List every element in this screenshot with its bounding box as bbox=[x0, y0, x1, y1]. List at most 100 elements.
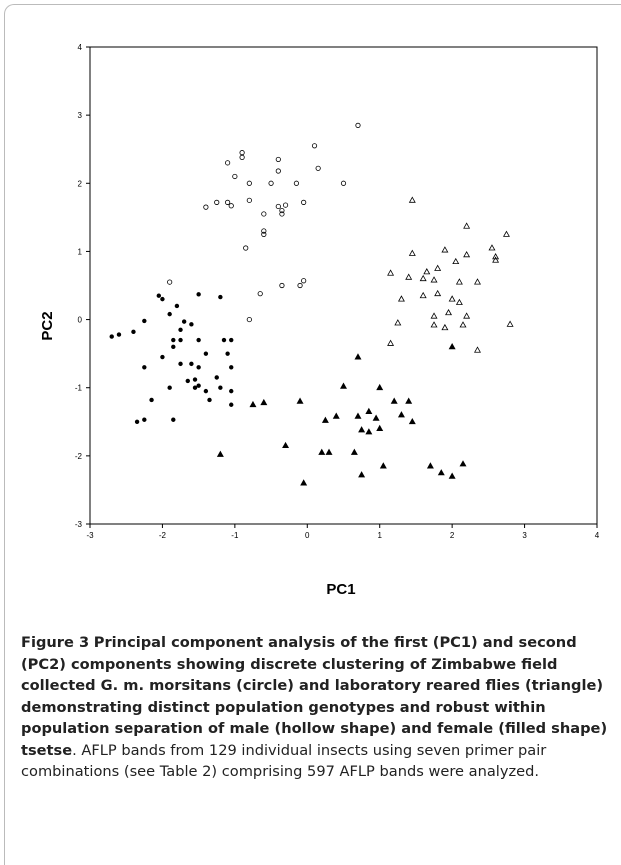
point bbox=[239, 154, 245, 160]
chart: PC1 PC2 -3 -2 -1 0 1 2 3 4 -3 -2 -1 0 1 2 3 4 bbox=[39, 43, 600, 598]
point bbox=[372, 414, 380, 421]
point bbox=[189, 322, 194, 327]
point bbox=[419, 291, 427, 299]
point bbox=[293, 180, 300, 186]
point bbox=[196, 292, 201, 297]
point bbox=[474, 346, 481, 353]
figure-frame bbox=[4, 4, 621, 865]
point bbox=[488, 244, 496, 251]
point bbox=[225, 351, 230, 356]
point bbox=[156, 293, 162, 298]
point bbox=[463, 312, 471, 319]
point bbox=[297, 282, 303, 289]
point bbox=[268, 180, 274, 186]
point bbox=[174, 303, 180, 309]
point bbox=[300, 479, 308, 486]
point bbox=[315, 165, 321, 171]
point bbox=[387, 269, 395, 276]
point bbox=[216, 450, 224, 457]
y-tick-label: 4 bbox=[78, 43, 83, 52]
point bbox=[492, 256, 500, 263]
y-tick-label: 2 bbox=[78, 179, 83, 188]
point bbox=[358, 426, 366, 433]
point bbox=[221, 337, 227, 343]
point bbox=[116, 332, 122, 337]
y-tick-label: 0 bbox=[78, 316, 83, 325]
point bbox=[207, 397, 212, 403]
point bbox=[279, 282, 285, 289]
x-tick-label: 2 bbox=[450, 531, 455, 540]
point bbox=[131, 329, 136, 335]
caption-text: . AFLP bands from 129 individual insects… bbox=[21, 741, 547, 781]
point bbox=[257, 291, 263, 297]
point bbox=[178, 337, 183, 343]
point bbox=[441, 246, 449, 253]
point bbox=[275, 156, 281, 163]
point bbox=[229, 402, 234, 407]
point bbox=[196, 383, 201, 388]
point bbox=[452, 257, 460, 265]
point bbox=[408, 249, 416, 256]
point bbox=[474, 278, 481, 285]
point bbox=[232, 173, 238, 180]
point bbox=[426, 462, 434, 469]
point bbox=[448, 343, 456, 350]
point bbox=[463, 251, 471, 258]
y-tick-label: -1 bbox=[75, 384, 83, 393]
x-tick-label: 4 bbox=[595, 531, 600, 540]
point bbox=[249, 400, 257, 408]
point bbox=[318, 448, 326, 455]
point bbox=[282, 441, 290, 449]
point bbox=[178, 327, 183, 332]
point bbox=[218, 294, 223, 300]
point bbox=[203, 204, 209, 210]
point bbox=[325, 448, 333, 455]
point bbox=[246, 180, 252, 186]
point bbox=[350, 448, 358, 455]
point bbox=[340, 382, 347, 389]
point bbox=[218, 385, 223, 390]
point bbox=[167, 385, 172, 390]
caption-bold-text: Principal component analysis of the firs… bbox=[21, 634, 608, 759]
point bbox=[376, 383, 384, 391]
point bbox=[365, 428, 373, 435]
point bbox=[423, 268, 431, 275]
point bbox=[134, 419, 140, 424]
point bbox=[142, 365, 147, 370]
point bbox=[192, 385, 198, 390]
point bbox=[196, 365, 201, 370]
figure-caption: Figure 3 Principal component analysis of… bbox=[21, 632, 609, 783]
point bbox=[430, 321, 438, 328]
point bbox=[229, 365, 234, 370]
point bbox=[109, 334, 114, 339]
point bbox=[311, 143, 318, 149]
x-tick-label: -1 bbox=[231, 531, 239, 540]
point bbox=[358, 471, 366, 478]
point bbox=[229, 388, 234, 394]
point bbox=[261, 231, 267, 237]
point bbox=[408, 417, 416, 425]
point bbox=[430, 276, 438, 283]
point bbox=[296, 397, 304, 404]
x-tick-label: 0 bbox=[305, 531, 310, 540]
point bbox=[261, 228, 267, 234]
x-tick-label: 1 bbox=[377, 531, 382, 540]
y-tick-label: 3 bbox=[78, 111, 83, 120]
point bbox=[225, 199, 231, 205]
point bbox=[171, 417, 176, 422]
y-tick-label: -3 bbox=[75, 520, 83, 529]
point bbox=[376, 424, 384, 431]
point bbox=[387, 339, 395, 346]
point bbox=[405, 397, 413, 404]
point bbox=[397, 411, 405, 418]
point bbox=[390, 397, 398, 404]
point bbox=[430, 312, 438, 319]
point bbox=[448, 295, 456, 302]
point bbox=[229, 337, 234, 343]
point bbox=[301, 278, 307, 284]
point bbox=[171, 337, 176, 343]
point bbox=[441, 323, 449, 331]
point bbox=[463, 222, 471, 229]
caption-label: Figure 3 bbox=[21, 634, 90, 651]
point bbox=[394, 319, 402, 326]
